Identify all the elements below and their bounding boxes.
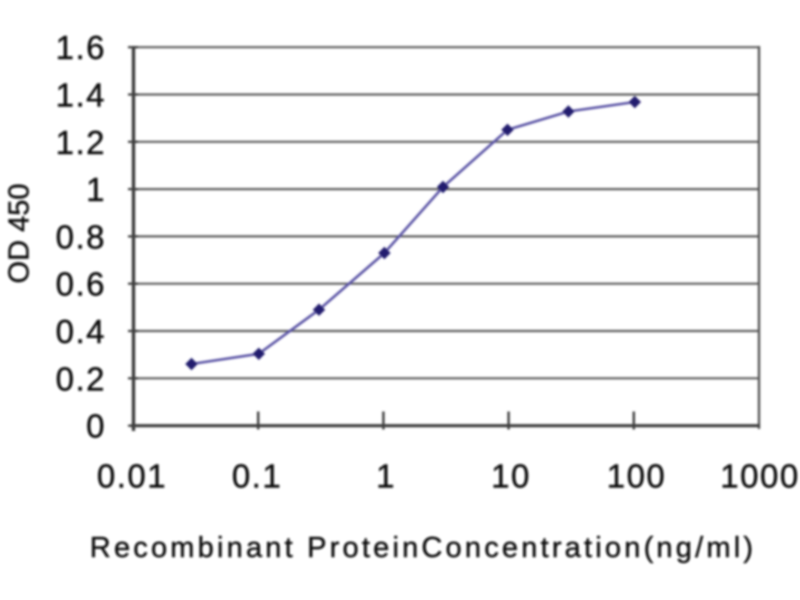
svg-text:0.1: 0.1 bbox=[232, 458, 282, 495]
svg-text:1.2: 1.2 bbox=[56, 124, 106, 161]
svg-text:10: 10 bbox=[491, 458, 531, 495]
svg-text:1000: 1000 bbox=[720, 458, 799, 495]
svg-text:1: 1 bbox=[376, 458, 396, 495]
svg-text:OD 450: OD 450 bbox=[4, 184, 36, 284]
svg-text:0.4: 0.4 bbox=[56, 313, 106, 350]
svg-text:0.8: 0.8 bbox=[56, 218, 106, 255]
svg-text:1.4: 1.4 bbox=[56, 77, 106, 114]
svg-text:1.6: 1.6 bbox=[56, 29, 106, 66]
svg-text:0.2: 0.2 bbox=[56, 360, 106, 397]
svg-text:100: 100 bbox=[607, 458, 667, 495]
svg-text:1: 1 bbox=[86, 171, 106, 208]
svg-text:0.01: 0.01 bbox=[97, 458, 167, 495]
svg-text:0: 0 bbox=[86, 408, 106, 445]
svg-text:0.6: 0.6 bbox=[56, 266, 106, 303]
svg-text:Recombinant ProteinConcentrati: Recombinant ProteinConcentration(ng/ml) bbox=[90, 532, 756, 564]
